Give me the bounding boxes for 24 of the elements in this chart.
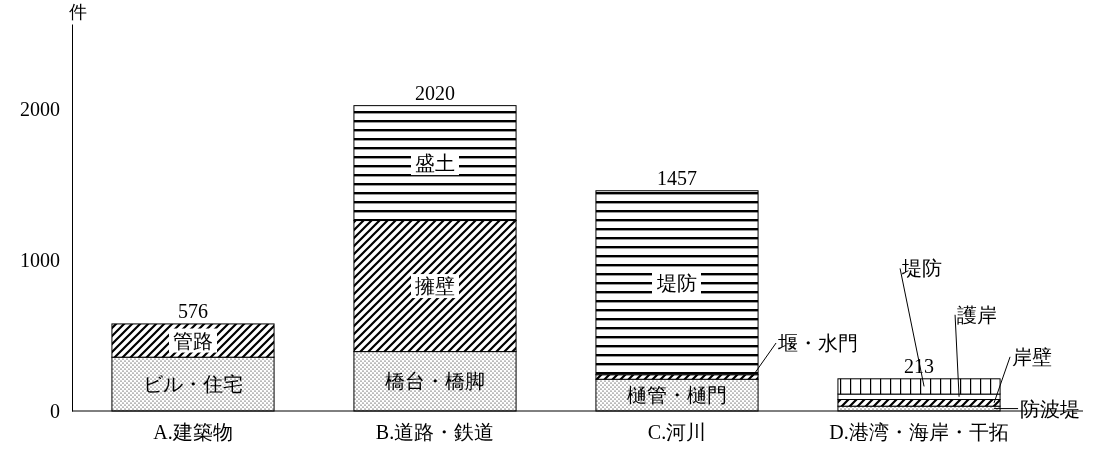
- y-axis-title: 件: [69, 2, 87, 22]
- x-tick-label: B.道路・鉄道: [375, 421, 495, 444]
- y-tick-label: 2000: [20, 97, 60, 120]
- text: 護岸: [957, 303, 998, 326]
- total-label: 576: [178, 299, 208, 322]
- series-label: 擁壁: [415, 275, 455, 298]
- y-tick-label: 1000: [20, 248, 60, 271]
- series-label: 樋管・樋門: [627, 384, 727, 407]
- total-label: 1457: [657, 166, 697, 189]
- y-tick-label: 0: [50, 399, 60, 422]
- series-label: 盛土: [415, 152, 455, 175]
- series-label: 堤防: [656, 271, 697, 294]
- series-label: 岸壁: [1012, 345, 1053, 368]
- total-label: 213: [904, 354, 934, 377]
- series-label: 堰・水門: [777, 331, 859, 354]
- x-tick-label: C.河川: [647, 421, 707, 444]
- total-label: 2020: [415, 81, 455, 104]
- series-label: 管路: [173, 329, 213, 352]
- x-tick-label: A.建築物: [153, 421, 233, 444]
- series-label: 防波堤: [1020, 397, 1081, 420]
- x-tick-label: D.港湾・海岸・干拓: [829, 421, 1009, 444]
- text: 堤防: [901, 257, 943, 280]
- series-label: ビル・住宅: [143, 373, 243, 396]
- series-label: 橋台・橋脚: [385, 370, 485, 393]
